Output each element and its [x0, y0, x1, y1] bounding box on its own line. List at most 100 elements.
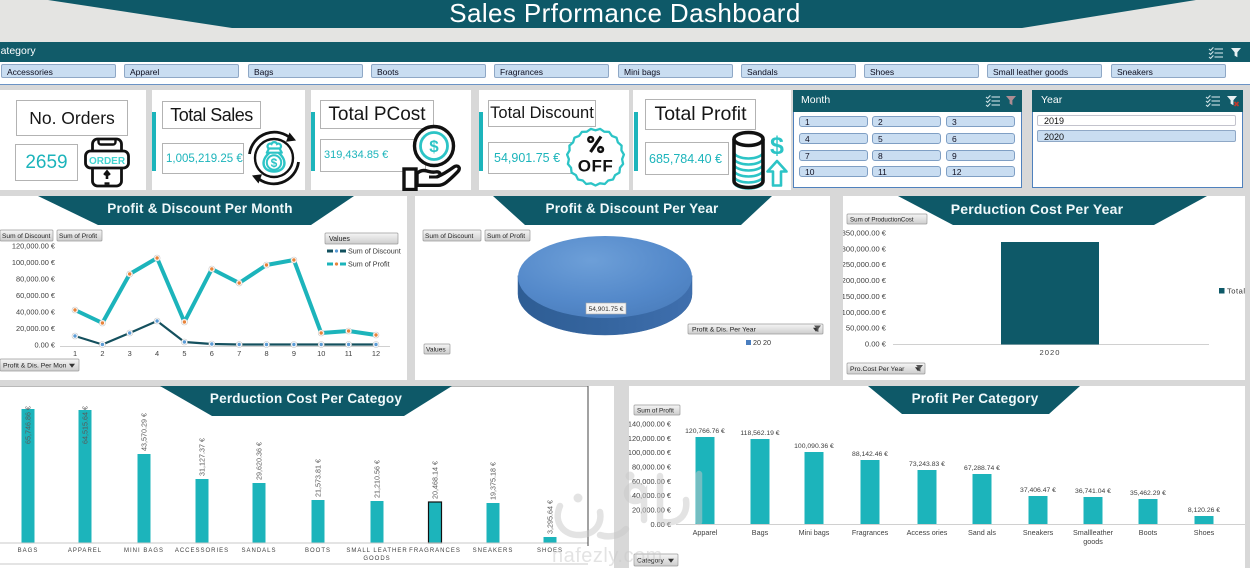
svg-text:Access ories: Access ories — [907, 528, 948, 537]
svg-text:4: 4 — [155, 349, 159, 358]
svg-text:80,000.00 €: 80,000.00 € — [632, 463, 671, 472]
svg-text:120,000.00 €: 120,000.00 € — [629, 434, 671, 443]
svg-text:9: 9 — [292, 349, 296, 358]
svg-text:54,901.75 €: 54,901.75 € — [589, 306, 624, 313]
svg-text:100,000.00 €: 100,000.00 € — [12, 258, 55, 267]
svg-text:20,468.14 €: 20,468.14 € — [431, 461, 440, 499]
svg-text:37,406.47 €: 37,406.47 € — [1020, 487, 1056, 494]
svg-text:Bags: Bags — [752, 528, 769, 537]
svg-text:Apparel: Apparel — [693, 528, 718, 537]
svg-text:150,000.00 €: 150,000.00 € — [843, 292, 887, 301]
svg-text:120,766.76 €: 120,766.76 € — [685, 428, 725, 435]
svg-text:Sum of Profit: Sum of Profit — [637, 407, 674, 414]
svg-text:21,210.56 €: 21,210.56 € — [373, 460, 382, 498]
svg-text:Profit & Dis. Per Mon: Profit & Dis. Per Mon — [3, 362, 67, 369]
svg-text:31,127.37 €: 31,127.37 € — [198, 438, 207, 476]
svg-text:Sum of Discount: Sum of Discount — [2, 233, 51, 240]
svg-text:goods: goods — [1083, 537, 1103, 546]
svg-text:SNEAKERS: SNEAKERS — [473, 548, 514, 554]
svg-text:Values: Values — [329, 236, 350, 243]
svg-text:65,746.86 €: 65,746.86 € — [24, 406, 33, 444]
svg-text:88,142.46 €: 88,142.46 € — [852, 451, 888, 458]
svg-text:12: 12 — [372, 349, 380, 358]
svg-text:Values: Values — [426, 346, 446, 353]
svg-text:10: 10 — [317, 349, 325, 358]
svg-text:Boots: Boots — [1139, 528, 1158, 537]
svg-text:35,462.29 €: 35,462.29 € — [1130, 490, 1166, 497]
svg-text:BAGS: BAGS — [18, 548, 39, 554]
svg-text:Shoes: Shoes — [1194, 528, 1215, 537]
svg-text:20,000.00 €: 20,000.00 € — [632, 506, 671, 515]
svg-text:SHOES: SHOES — [537, 548, 563, 554]
svg-text:ACCESSORIES: ACCESSORIES — [175, 548, 229, 554]
svg-text:5: 5 — [182, 349, 186, 358]
svg-text:SANDALS: SANDALS — [241, 548, 276, 554]
svg-text:nafezly.com: nafezly.com — [552, 545, 663, 567]
svg-text:20,000.00 €: 20,000.00 € — [16, 324, 55, 333]
svg-text:100,000.00 €: 100,000.00 € — [629, 448, 671, 457]
svg-text:3: 3 — [128, 349, 132, 358]
svg-text:0.00 €: 0.00 € — [34, 341, 55, 350]
svg-text:OFF: OFF — [578, 157, 614, 176]
svg-text:Smallleather: Smallleather — [1073, 528, 1114, 537]
svg-text:40,000.00 €: 40,000.00 € — [632, 491, 671, 500]
svg-text:ORDER: ORDER — [89, 156, 126, 167]
svg-text:0.00 €: 0.00 € — [865, 340, 887, 349]
svg-text:350,000.00 €: 350,000.00 € — [843, 229, 887, 238]
svg-text:2: 2 — [100, 349, 104, 358]
svg-text:Category: Category — [637, 557, 664, 564]
svg-text:APPAREL: APPAREL — [68, 548, 102, 554]
svg-text:7: 7 — [237, 349, 241, 358]
svg-text:Sand als: Sand als — [968, 528, 996, 537]
svg-text:Sum of Discount: Sum of Discount — [425, 233, 474, 240]
svg-text:Profit & Dis. Per Year: Profit & Dis. Per Year — [692, 326, 757, 333]
svg-text:60,000.00 €: 60,000.00 € — [632, 477, 671, 486]
svg-text:1: 1 — [73, 349, 77, 358]
svg-text:250,000.00 €: 250,000.00 € — [843, 260, 887, 269]
svg-text:Total: Total — [1227, 287, 1245, 296]
svg-text:SMALL LEATHER: SMALL LEATHER — [346, 548, 407, 554]
svg-text:Sum of ProductionCost: Sum of ProductionCost — [850, 216, 914, 223]
svg-text:Sneakers: Sneakers — [1023, 528, 1054, 537]
svg-text:2020: 2020 — [1040, 348, 1061, 357]
svg-text:64,515.64 €: 64,515.64 € — [81, 406, 90, 444]
svg-text:FRAGRANCES: FRAGRANCES — [409, 548, 461, 554]
svg-text:40,000.00 €: 40,000.00 € — [16, 308, 55, 317]
svg-text:6: 6 — [210, 349, 214, 358]
svg-text:$: $ — [271, 156, 278, 170]
svg-text:8,120.26 €: 8,120.26 € — [1188, 507, 1220, 514]
svg-text:200,000.00 €: 200,000.00 € — [843, 276, 887, 285]
svg-text:43,570.29 €: 43,570.29 € — [140, 413, 149, 451]
svg-text:60,000.00 €: 60,000.00 € — [16, 291, 55, 300]
svg-text:Pro.Cost Per Year: Pro.Cost Per Year — [850, 366, 905, 373]
svg-text:GOODS: GOODS — [363, 556, 390, 562]
svg-text:Sum of Discount: Sum of Discount — [348, 247, 401, 256]
svg-text:Sum of Profit: Sum of Profit — [487, 233, 525, 240]
svg-text:$: $ — [770, 132, 784, 160]
svg-text:19,375.18 €: 19,375.18 € — [489, 462, 498, 500]
svg-text:36,741.04 €: 36,741.04 € — [1075, 488, 1111, 495]
svg-text:140,000.00 €: 140,000.00 € — [629, 420, 671, 429]
svg-text:118,562.19 €: 118,562.19 € — [740, 430, 779, 437]
svg-text:80,000.00 €: 80,000.00 € — [16, 275, 55, 284]
svg-text:$: $ — [429, 137, 439, 156]
svg-text:Fragrances: Fragrances — [852, 528, 889, 537]
svg-text:11: 11 — [345, 349, 353, 358]
svg-text:8: 8 — [264, 349, 268, 358]
svg-text:3,295.64 €: 3,295.64 € — [546, 500, 555, 534]
svg-text:100,000.00 €: 100,000.00 € — [843, 308, 887, 317]
svg-text:BOOTS: BOOTS — [305, 548, 331, 554]
svg-text:100,090.36 €: 100,090.36 € — [794, 443, 834, 450]
svg-text:Mini bags: Mini bags — [799, 528, 830, 537]
svg-text:21,573.81 €: 21,573.81 € — [314, 459, 323, 497]
svg-text:50,000.00 €: 50,000.00 € — [846, 324, 887, 333]
svg-text:67,288.74 €: 67,288.74 € — [964, 465, 1000, 472]
svg-text:Sum of Profit: Sum of Profit — [348, 260, 390, 269]
svg-text:73,243.83 €: 73,243.83 € — [909, 461, 945, 468]
svg-text:20 20: 20 20 — [753, 338, 771, 347]
svg-text:Sum of Profit: Sum of Profit — [59, 233, 97, 240]
svg-text:MINI BAGS: MINI BAGS — [124, 548, 164, 554]
svg-text:29,620.36 €: 29,620.36 € — [255, 442, 264, 480]
svg-text:120,000.00 €: 120,000.00 € — [12, 242, 55, 251]
svg-text:300,000.00 €: 300,000.00 € — [843, 244, 887, 253]
